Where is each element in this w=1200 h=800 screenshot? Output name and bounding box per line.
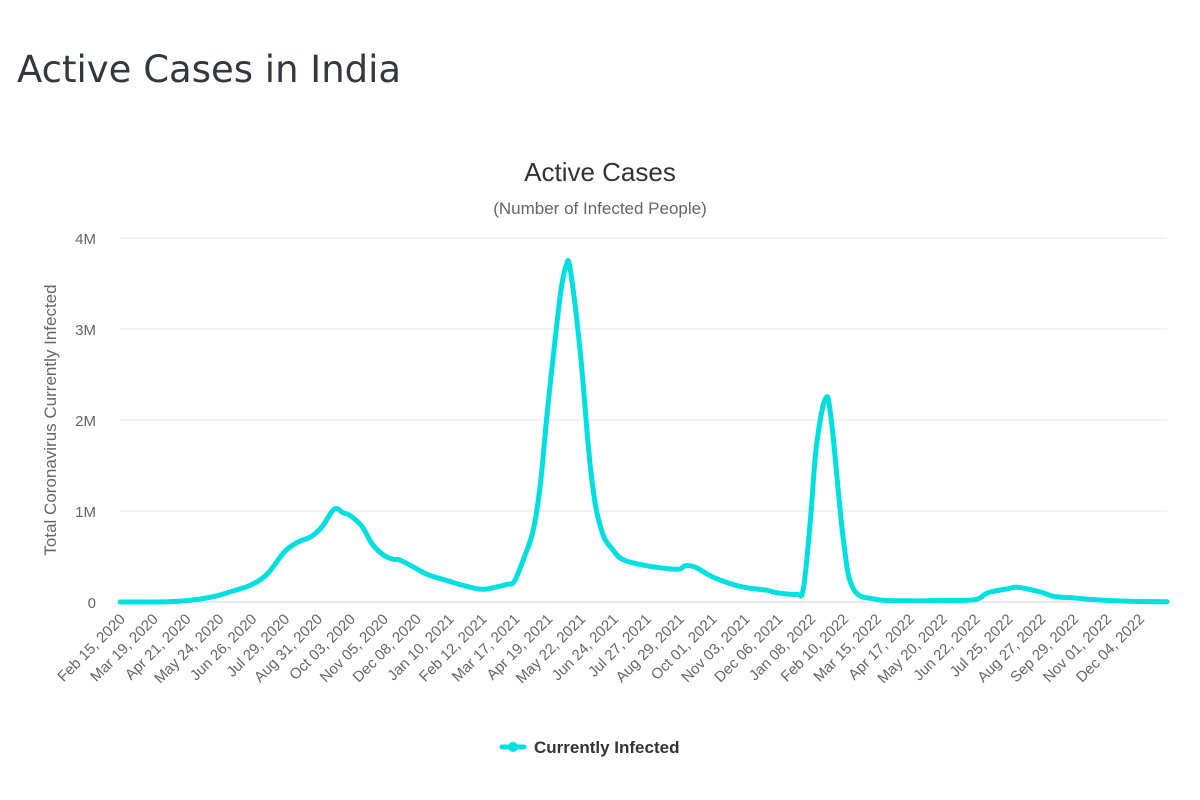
y-tick-label: 3M bbox=[75, 322, 96, 339]
chart-subtitle: (Number of Infected People) bbox=[493, 199, 707, 218]
grid-lines bbox=[120, 237, 1167, 603]
y-axis-ticks: 0 1M 2M 3M 4M bbox=[75, 231, 96, 612]
y-tick-label: 0 bbox=[88, 595, 96, 612]
y-axis-label: Total Coronavirus Currently Infected bbox=[41, 284, 60, 555]
y-tick-label: 4M bbox=[75, 231, 96, 248]
legend-label: Currently Infected bbox=[534, 738, 679, 757]
y-tick-label: 2M bbox=[75, 413, 96, 430]
legend[interactable]: Currently Infected bbox=[499, 738, 679, 757]
page-title: Active Cases in India bbox=[17, 48, 402, 91]
legend-marker bbox=[508, 742, 518, 752]
chart-title: Active Cases bbox=[524, 157, 676, 187]
series-line-0[interactable] bbox=[117, 258, 1170, 605]
y-tick-label: 1M bbox=[75, 504, 96, 521]
series-layer bbox=[117, 258, 1170, 605]
